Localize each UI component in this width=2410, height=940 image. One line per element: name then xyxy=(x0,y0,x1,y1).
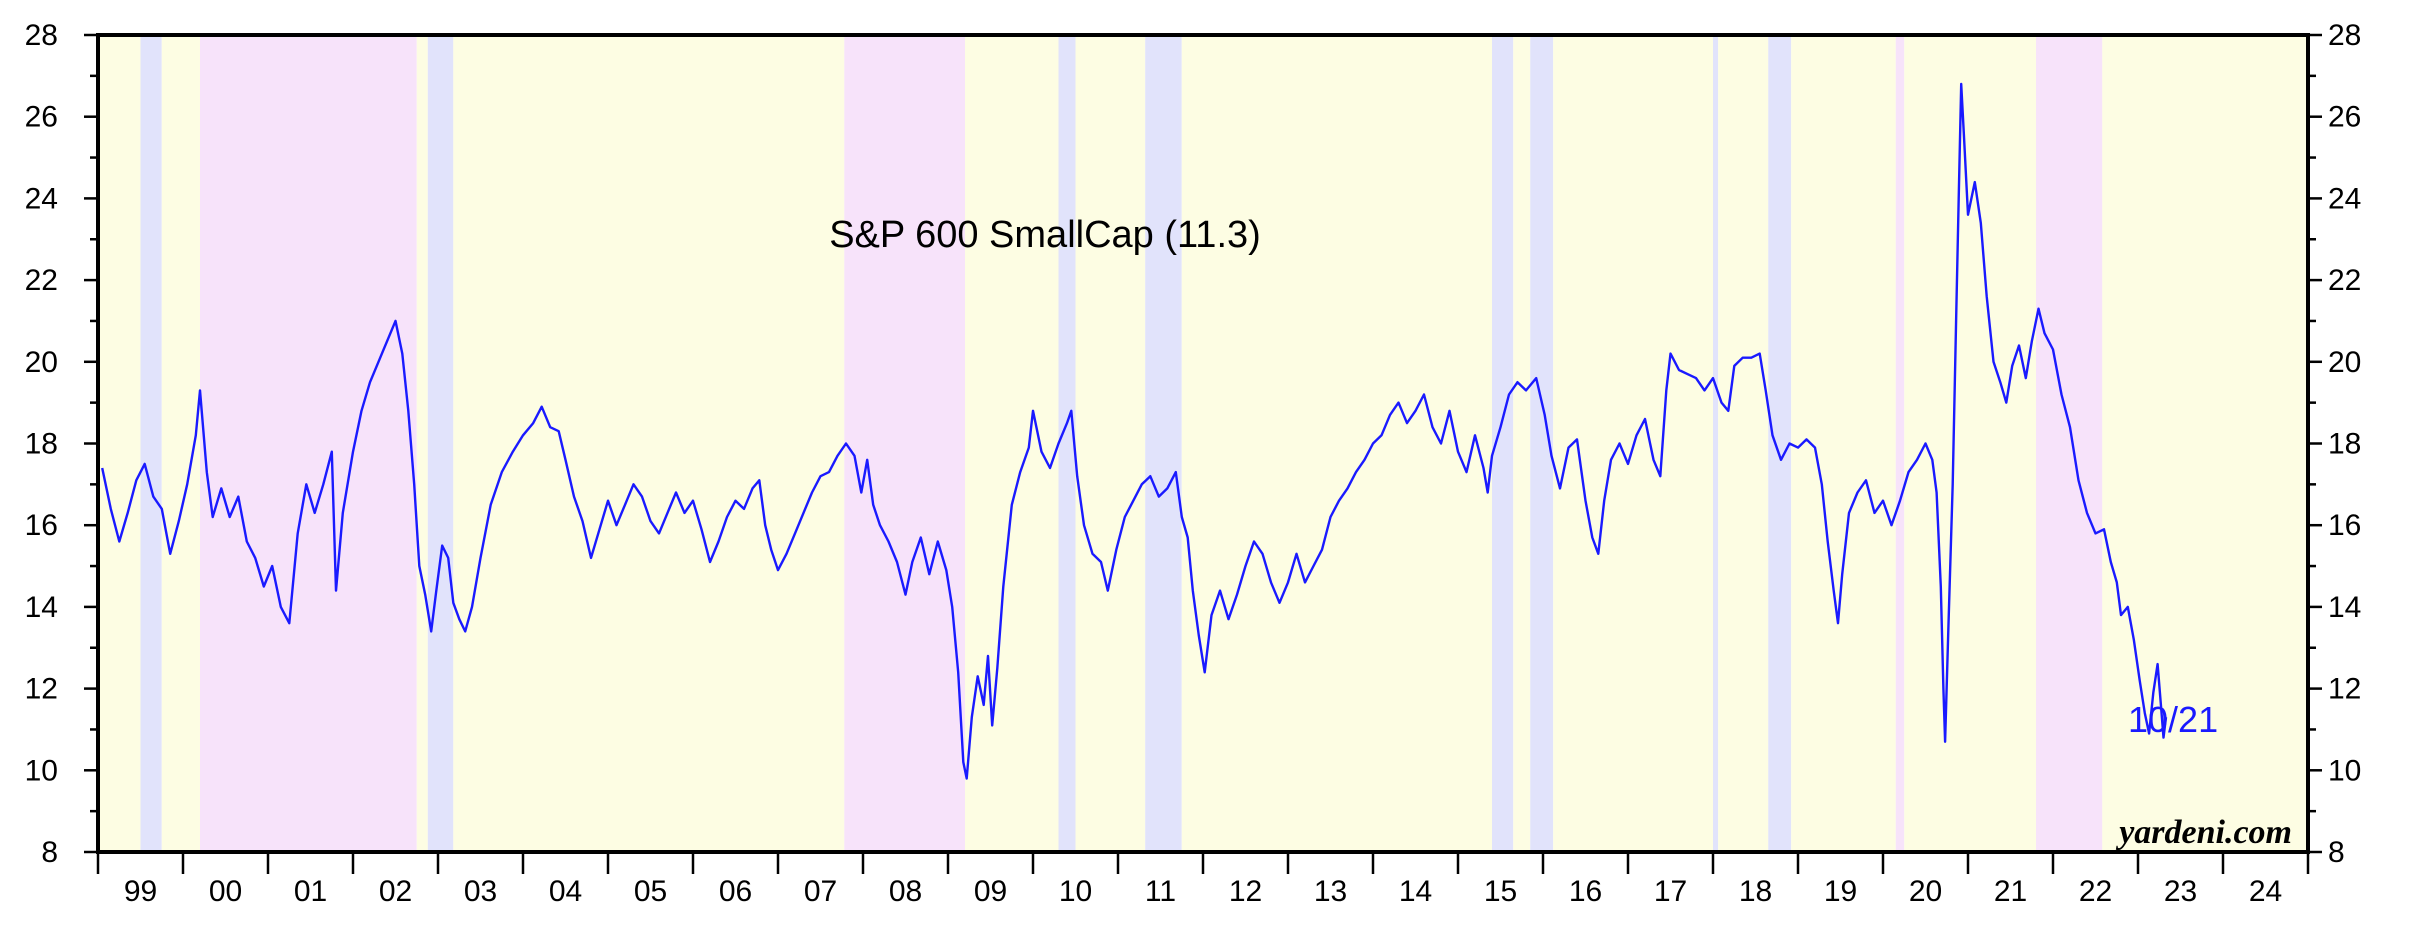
band-yellow-10 xyxy=(1075,35,1146,852)
band-yellow-18 xyxy=(1718,35,1769,852)
y-tick-label-right: 14 xyxy=(2328,591,2361,624)
x-tick-label-20: 20 xyxy=(1909,875,1942,908)
band-yellow-4 xyxy=(416,35,428,852)
y-tick-label-right: 28 xyxy=(2328,19,2361,52)
x-tick-label-14: 14 xyxy=(1399,875,1432,908)
band-yellow-6 xyxy=(453,35,845,852)
band-pink-21 xyxy=(1895,35,1905,852)
x-tick-label-16: 16 xyxy=(1569,875,1602,908)
x-tick-label-02: 02 xyxy=(379,875,412,908)
x-tick-label-21: 21 xyxy=(1994,875,2027,908)
y-tick-label-right: 8 xyxy=(2328,836,2345,869)
band-blue-19 xyxy=(1768,35,1792,852)
x-tick-label-08: 08 xyxy=(889,875,922,908)
x-tick-label-99: 99 xyxy=(124,875,157,908)
x-tick-label-06: 06 xyxy=(719,875,752,908)
y-tick-label-left: 16 xyxy=(25,509,58,542)
x-tick-label-04: 04 xyxy=(549,875,582,908)
x-tick-label-18: 18 xyxy=(1739,875,1772,908)
band-yellow-24 xyxy=(2102,35,2308,852)
band-blue-11 xyxy=(1145,35,1182,852)
band-blue-13 xyxy=(1492,35,1514,852)
source-watermark: yardeni.com xyxy=(2115,814,2292,851)
y-tick-label-left: 26 xyxy=(25,101,58,134)
y-tick-label-left: 12 xyxy=(25,673,58,706)
x-tick-label-05: 05 xyxy=(634,875,667,908)
band-blue-5 xyxy=(427,35,454,852)
y-tick-label-right: 12 xyxy=(2328,673,2361,706)
x-tick-label-24: 24 xyxy=(2249,875,2282,908)
band-blue-15 xyxy=(1530,35,1554,852)
x-tick-label-23: 23 xyxy=(2164,875,2197,908)
axis-tick-labels: 8 8 10 10 12 12 14 14 16 16 18 18 20 20 22 22 24 24 26 26 28… xyxy=(25,19,2362,908)
x-tick-label-10: 10 xyxy=(1059,875,1092,908)
y-tick-label-right: 10 xyxy=(2328,754,2361,787)
y-tick-label-left: 28 xyxy=(25,19,58,52)
band-blue-17 xyxy=(1713,35,1719,852)
band-yellow-8 xyxy=(965,35,1059,852)
y-tick-label-left: 8 xyxy=(41,836,58,869)
y-tick-label-left: 10 xyxy=(25,754,58,787)
band-blue-1 xyxy=(140,35,162,852)
band-blue-9 xyxy=(1058,35,1076,852)
y-tick-label-right: 16 xyxy=(2328,509,2361,542)
y-tick-label-right: 20 xyxy=(2328,346,2361,379)
x-tick-label-09: 09 xyxy=(974,875,1007,908)
y-tick-label-left: 20 xyxy=(25,346,58,379)
chart-title: S&P 600 SmallCap (11.3) xyxy=(829,214,1261,256)
y-tick-label-left: 14 xyxy=(25,591,58,624)
band-yellow-22 xyxy=(1904,35,2036,852)
band-yellow-20 xyxy=(1791,35,1896,852)
y-tick-label-left: 22 xyxy=(25,264,58,297)
y-tick-label-right: 22 xyxy=(2328,264,2361,297)
band-pink-3 xyxy=(200,35,417,852)
x-tick-label-13: 13 xyxy=(1314,875,1347,908)
y-tick-label-right: 24 xyxy=(2328,182,2361,215)
plot-area xyxy=(101,82,2168,780)
x-tick-label-17: 17 xyxy=(1654,875,1687,908)
band-yellow-12 xyxy=(1181,35,1492,852)
band-yellow-0 xyxy=(98,35,141,852)
x-tick-label-07: 07 xyxy=(804,875,837,908)
regime-bands xyxy=(98,35,2308,852)
y-tick-label-left: 18 xyxy=(25,428,58,461)
last-date-label: 10/21 xyxy=(2128,699,2218,740)
x-tick-label-03: 03 xyxy=(464,875,497,908)
y-tick-label-left: 24 xyxy=(25,182,58,215)
y-tick-label-right: 26 xyxy=(2328,101,2361,134)
x-tick-label-00: 00 xyxy=(209,875,242,908)
band-pink-7 xyxy=(844,35,965,852)
x-tick-label-15: 15 xyxy=(1484,875,1517,908)
x-tick-label-19: 19 xyxy=(1824,875,1857,908)
band-pink-23 xyxy=(2036,35,2103,852)
x-tick-label-01: 01 xyxy=(294,875,327,908)
y-tick-label-right: 18 xyxy=(2328,428,2361,461)
x-tick-label-12: 12 xyxy=(1229,875,1262,908)
x-tick-label-11: 11 xyxy=(1145,875,1176,908)
axis-ticks xyxy=(84,33,2322,874)
band-yellow-14 xyxy=(1513,35,1531,852)
series-line-smallcap-forward-pe xyxy=(101,82,2168,780)
x-tick-label-22: 22 xyxy=(2079,875,2112,908)
